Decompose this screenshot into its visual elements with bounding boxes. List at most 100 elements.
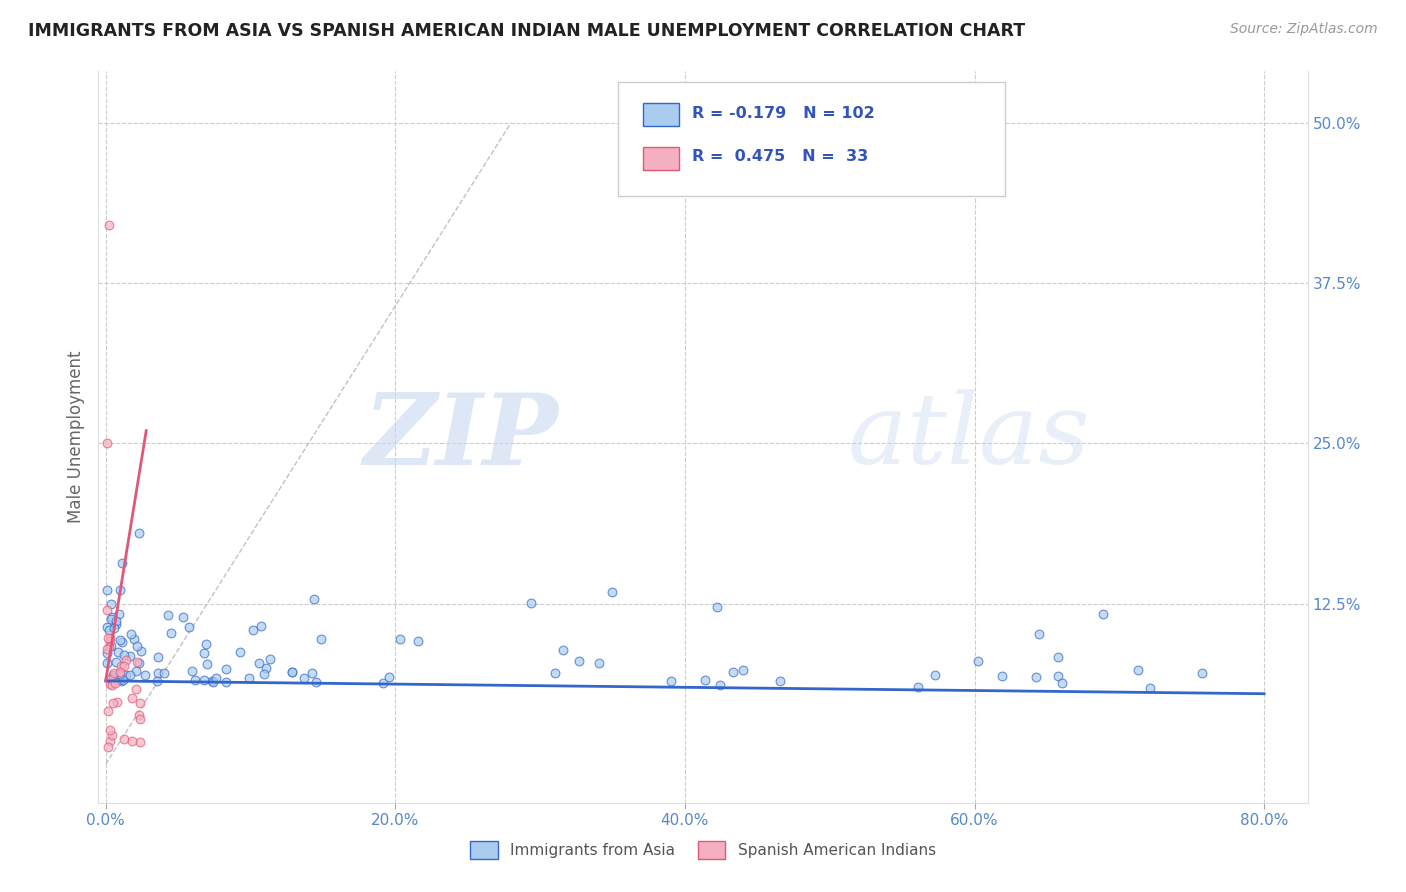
Point xyxy=(97,640,120,655)
Point xyxy=(120,649,142,664)
Point xyxy=(215,662,238,676)
Point xyxy=(98,723,121,737)
Text: IMMIGRANTS FROM ASIA VS SPANISH AMERICAN INDIAN MALE UNEMPLOYMENT CORRELATION CH: IMMIGRANTS FROM ASIA VS SPANISH AMERICAN… xyxy=(28,22,1025,40)
Point xyxy=(108,665,131,679)
Point xyxy=(124,681,146,696)
Point xyxy=(128,712,150,726)
Point xyxy=(112,732,135,747)
Point xyxy=(229,645,252,659)
Point xyxy=(1191,666,1213,681)
Point xyxy=(907,681,929,695)
Point xyxy=(1092,607,1115,621)
Point xyxy=(101,609,124,624)
Point xyxy=(110,673,132,688)
Point xyxy=(769,673,792,688)
Point xyxy=(253,666,276,681)
Point xyxy=(96,647,118,661)
Point xyxy=(107,645,129,659)
Point xyxy=(128,696,150,710)
Point xyxy=(1126,663,1149,677)
Point xyxy=(238,671,260,685)
Point xyxy=(1139,681,1161,696)
Point xyxy=(97,219,120,233)
Point xyxy=(588,656,610,670)
Point xyxy=(693,673,716,688)
Point xyxy=(101,678,124,692)
Point xyxy=(194,637,217,651)
Point xyxy=(129,735,152,749)
Point xyxy=(108,633,131,648)
Point xyxy=(97,631,120,645)
Point xyxy=(153,666,176,681)
Point xyxy=(201,673,224,688)
Point xyxy=(96,641,118,656)
Point xyxy=(118,668,141,682)
Point xyxy=(97,623,120,637)
Point xyxy=(1025,670,1047,684)
Point xyxy=(659,674,682,689)
Text: R =  0.475   N =  33: R = 0.475 N = 33 xyxy=(692,150,869,164)
Point xyxy=(378,671,401,685)
Point xyxy=(242,623,264,637)
Point xyxy=(120,627,142,641)
Point xyxy=(101,668,124,682)
Point xyxy=(98,631,121,645)
Point xyxy=(110,658,132,673)
Point xyxy=(98,634,121,648)
Point xyxy=(98,733,121,747)
Point xyxy=(104,676,127,690)
Point xyxy=(193,646,215,660)
Point xyxy=(709,678,731,692)
Point xyxy=(121,734,143,748)
Point xyxy=(177,619,200,633)
Point xyxy=(202,674,225,689)
Point xyxy=(105,695,128,709)
Point xyxy=(302,592,325,607)
Point xyxy=(1047,650,1070,665)
Point xyxy=(100,677,122,691)
Point xyxy=(520,596,543,610)
Point xyxy=(180,664,202,678)
Point xyxy=(602,585,624,599)
Point xyxy=(100,611,122,625)
Point xyxy=(128,526,150,541)
Point xyxy=(110,672,132,686)
Point xyxy=(112,659,135,673)
Point xyxy=(259,652,281,666)
Point xyxy=(373,676,395,690)
Point xyxy=(146,650,169,665)
Point xyxy=(110,667,132,681)
Point xyxy=(104,656,127,670)
Y-axis label: Male Unemployment: Male Unemployment xyxy=(66,351,84,524)
Point xyxy=(103,666,125,681)
Point xyxy=(544,666,567,681)
Point xyxy=(159,625,181,640)
Text: Source: ZipAtlas.com: Source: ZipAtlas.com xyxy=(1230,22,1378,37)
Point xyxy=(121,690,143,705)
Point xyxy=(128,707,150,722)
Point xyxy=(100,672,122,686)
FancyBboxPatch shape xyxy=(643,146,679,170)
Point xyxy=(128,657,150,671)
Point xyxy=(250,618,273,632)
Point xyxy=(388,632,411,647)
Point xyxy=(991,669,1014,683)
Point xyxy=(145,673,167,688)
Point xyxy=(172,610,194,624)
Point xyxy=(97,739,120,754)
Point xyxy=(111,673,134,687)
Point xyxy=(195,657,218,672)
Point xyxy=(96,620,118,634)
Point xyxy=(1028,627,1050,641)
Point xyxy=(309,632,332,647)
Point xyxy=(1046,669,1069,683)
FancyBboxPatch shape xyxy=(643,103,679,127)
Point xyxy=(721,665,744,679)
Point xyxy=(100,597,122,611)
Point xyxy=(281,665,304,680)
Point xyxy=(111,556,134,570)
Point xyxy=(966,654,988,668)
Point xyxy=(97,705,120,719)
Point xyxy=(101,669,124,683)
Point xyxy=(568,654,591,668)
